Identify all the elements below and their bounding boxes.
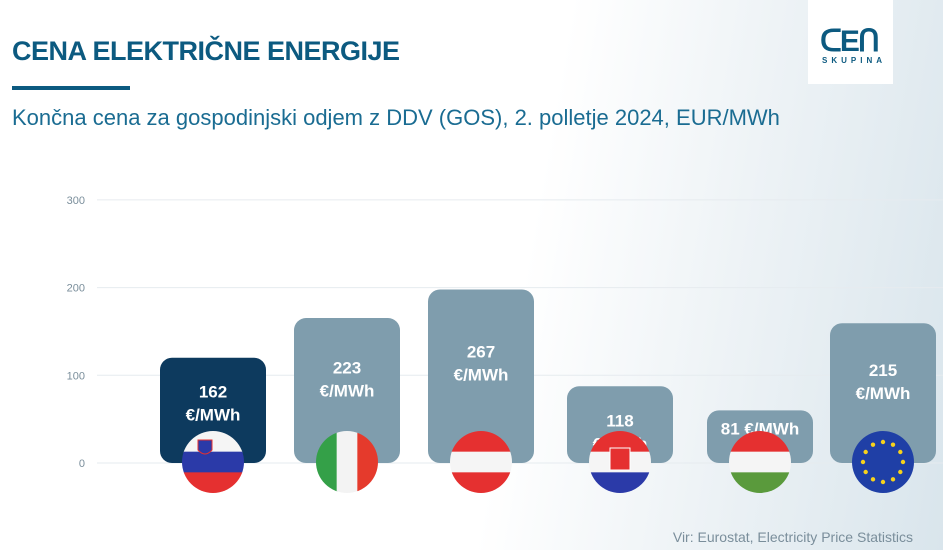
flag-hungary-icon xyxy=(729,431,791,493)
title-underline xyxy=(12,86,130,90)
y-tick-label: 200 xyxy=(67,283,85,295)
flag-austria-icon xyxy=(450,431,512,493)
data-label: €/MWh xyxy=(186,406,241,425)
logo-sub: SKUPINA xyxy=(822,56,887,65)
bar-italy xyxy=(294,318,400,463)
bar-eu xyxy=(830,323,936,463)
flag-slovenia-icon xyxy=(182,431,244,493)
data-label: 223 xyxy=(333,358,361,377)
flag-italy-icon xyxy=(316,431,378,493)
data-label: 81 €/MWh xyxy=(721,419,799,438)
flag-croatia-icon xyxy=(589,431,651,493)
y-tick-label: 300 xyxy=(67,195,85,207)
page-subtitle: Končna cena za gospodinjski odjem z DDV … xyxy=(12,105,780,130)
bar-croatia xyxy=(567,386,673,463)
bar-slovenia xyxy=(160,357,266,463)
logo-mark: ᑕEᑎ xyxy=(820,25,880,58)
data-label: 215 xyxy=(869,361,897,380)
flag-eu-icon xyxy=(852,431,914,493)
page-title: CENA ELEKTRIČNE ENERGIJE xyxy=(12,36,400,66)
data-label: 118 xyxy=(606,411,633,430)
data-label: 162 xyxy=(199,383,227,402)
data-label: €/MWh xyxy=(454,366,509,385)
source-note: Vir: Eurostat, Electricity Price Statist… xyxy=(672,529,913,545)
cen-logo: ᑕEᑎ SKUPINA xyxy=(808,0,893,84)
data-label: 267 xyxy=(467,343,495,362)
bar-austria xyxy=(428,289,534,463)
y-tick-label: 0 xyxy=(79,458,85,470)
y-tick-label: 100 xyxy=(67,370,85,382)
data-label: €/MWh xyxy=(856,384,911,403)
data-label: €/MWh xyxy=(320,381,375,400)
